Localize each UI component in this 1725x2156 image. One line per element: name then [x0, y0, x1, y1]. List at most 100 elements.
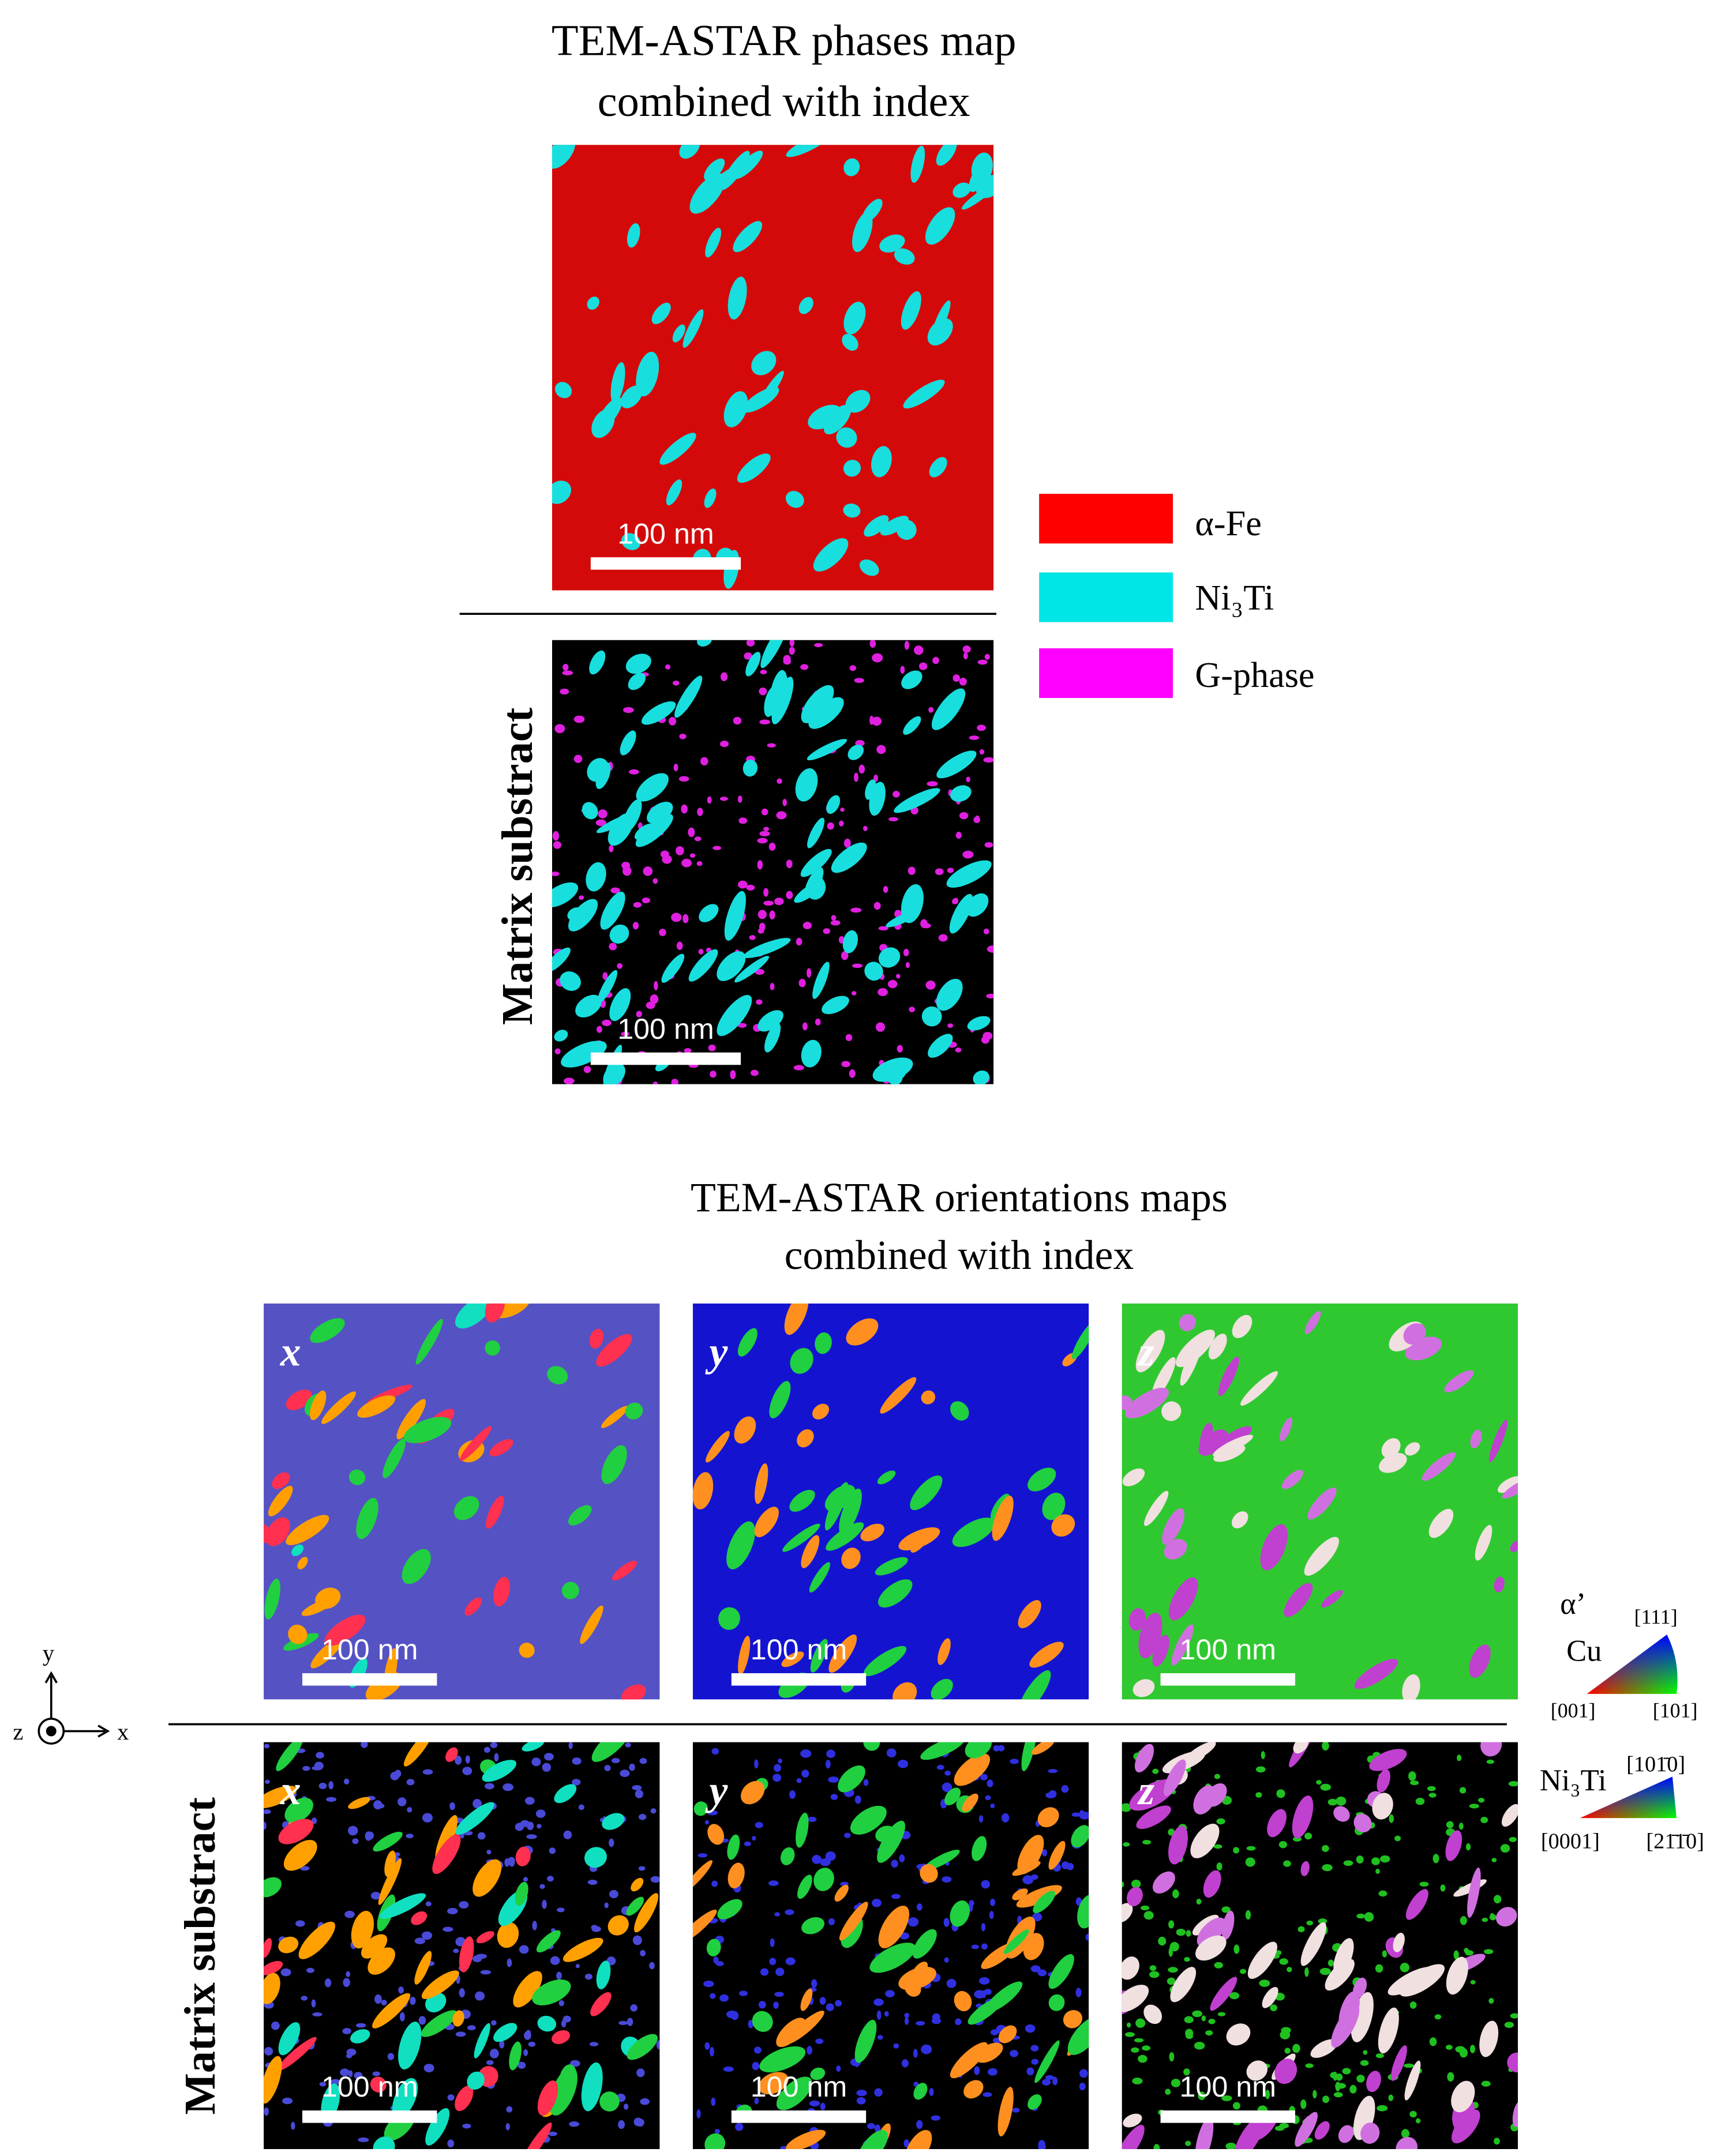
precipitate-dot	[632, 922, 639, 930]
legend-swatch	[1039, 572, 1173, 622]
precipitate	[1012, 1888, 1028, 1900]
precipitate	[599, 2091, 620, 2112]
precipitate	[721, 151, 750, 190]
precipitate	[445, 1747, 458, 1762]
precipitate	[472, 1859, 502, 1897]
precipitate-dot	[554, 1048, 561, 1055]
precipitate	[1444, 1370, 1474, 1393]
precipitate-dot	[343, 1978, 350, 1987]
precipitate-dot	[823, 928, 831, 934]
precipitate-dot	[636, 1011, 642, 1017]
precipitate-dot	[1304, 1832, 1312, 1840]
precipitate-dot	[1349, 2084, 1357, 2094]
precipitate	[688, 949, 718, 982]
precipitate-dot	[1012, 2108, 1020, 2113]
precipitate-dot	[682, 914, 689, 923]
precipitate	[1405, 1889, 1428, 1920]
precipitate-dot	[769, 910, 775, 920]
precipitate-dot	[704, 2042, 710, 2050]
precipitate-dot	[1217, 2012, 1226, 2016]
precipitate-dot	[625, 1742, 631, 1748]
precipitate-dot	[1214, 1962, 1224, 1969]
precipitate	[537, 2015, 557, 2032]
precipitate	[782, 1523, 820, 1552]
precipitate-dot	[668, 717, 677, 726]
precipitate	[1152, 1871, 1175, 1894]
precipitate-dot	[858, 764, 865, 774]
precipitate-dot	[621, 1031, 629, 1036]
precipitate	[1246, 2060, 1268, 2081]
precipitate-dot	[1432, 1854, 1439, 1864]
precipitate	[903, 716, 921, 735]
axis-label: z	[13, 1719, 23, 1745]
scale-bar-label: 100 nm	[617, 1013, 714, 1045]
precipitate-dot	[711, 2097, 716, 2106]
precipitate-dot	[406, 1779, 415, 1786]
precipitate-dot	[774, 1764, 781, 1772]
precipitate-dot	[589, 2042, 599, 2046]
scale-bar	[1160, 1673, 1295, 1686]
precipitate-dot	[763, 888, 769, 897]
precipitate	[963, 2080, 984, 2099]
precipitate	[1338, 2125, 1354, 2143]
precipitate	[813, 538, 849, 572]
precipitate-dot	[563, 1830, 572, 1839]
precipitate-dot	[789, 640, 795, 647]
precipitate-dot	[1335, 2082, 1341, 2091]
ipf-direction: [111]	[1634, 1605, 1678, 1628]
precipitate-dot	[1356, 2075, 1365, 2083]
precipitate-dot	[312, 2012, 322, 2017]
precipitate	[1195, 1935, 1227, 1961]
precipitate	[931, 1678, 953, 1700]
precipitate	[769, 670, 788, 718]
precipitate-dot	[455, 1755, 462, 1765]
precipitate	[402, 1549, 431, 1584]
precipitate-dot	[1459, 2048, 1468, 2058]
precipitate	[843, 302, 866, 335]
precipitate-dot	[856, 2090, 867, 2097]
precipitate-dot	[620, 1770, 630, 1778]
precipitate-dot	[421, 1931, 433, 1940]
precipitate-dot	[905, 961, 910, 968]
precipitate-dot	[572, 1779, 581, 1786]
precipitate-dot	[720, 741, 729, 748]
precipitate-dot	[971, 1944, 979, 1950]
precipitate-dot	[977, 724, 986, 731]
precipitate-dot	[850, 907, 862, 913]
precipitate	[920, 1742, 965, 1760]
micrograph	[1122, 1742, 1518, 2150]
scale-bar-label: 100 nm	[321, 1633, 418, 1666]
precipitate-dot	[927, 781, 938, 787]
precipitate-dot	[618, 2120, 625, 2129]
precipitate-dot	[535, 1809, 546, 1818]
precipitate	[278, 1936, 299, 1954]
precipitate-dot	[839, 820, 844, 827]
precipitate-dot	[731, 2011, 739, 2020]
precipitate	[266, 1517, 290, 1546]
precipitate	[946, 860, 992, 888]
precipitate	[699, 904, 719, 922]
precipitate	[1452, 2109, 1480, 2144]
precipitate	[801, 1039, 822, 1068]
precipitate-dot	[346, 2053, 352, 2059]
precipitate-dot	[1010, 2049, 1019, 2057]
precipitate	[860, 1523, 884, 1542]
precipitate-dot	[374, 1994, 382, 2004]
precipitate	[878, 1905, 910, 1948]
precipitate	[760, 640, 787, 668]
precipitate	[351, 1910, 374, 1949]
precipitate-dot	[1031, 2059, 1039, 2065]
precipitate	[608, 813, 633, 846]
precipitate-dot	[524, 2031, 531, 2040]
precipitate-dot	[1143, 1911, 1154, 1920]
precipitate	[784, 1304, 809, 1335]
precipitate	[278, 1819, 314, 1845]
precipitate	[485, 1304, 505, 1323]
precipitate	[937, 1638, 951, 1665]
precipitate	[264, 1579, 280, 1620]
precipitate-dot	[1079, 1811, 1089, 1820]
precipitate	[1128, 1608, 1146, 1631]
precipitate-dot	[770, 1938, 775, 1947]
precipitate	[877, 1470, 896, 1485]
precipitate-dot	[942, 1782, 952, 1792]
